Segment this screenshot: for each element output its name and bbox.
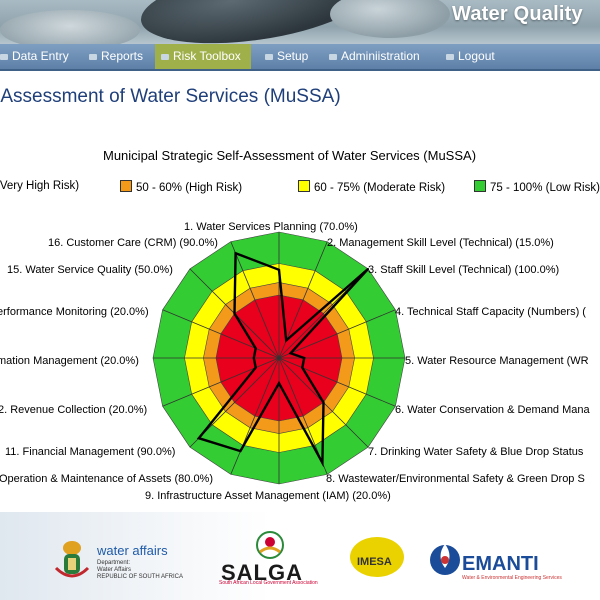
score-point-16: [234, 252, 237, 255]
nav-bullet-icon: [161, 53, 169, 60]
axis-label-15: 15. Water Service Quality (50.0%): [7, 264, 173, 276]
axis-spoke: [278, 309, 396, 359]
banner-image: [0, 10, 140, 44]
header-banner: Water Quality: [0, 0, 600, 44]
emanti-subtext: Water & Environmental Engineering Servic…: [462, 575, 562, 581]
score-point-4: [289, 352, 292, 355]
axis-label-4: 4. Technical Staff Capacity (Numbers) (: [395, 306, 586, 318]
water-affairs-subtext: REPUBLIC OF SOUTH AFRICA: [97, 574, 184, 580]
legend-swatch: [120, 180, 132, 192]
axis-spoke: [230, 241, 280, 359]
legend-high-risk: 50 - 60% (High Risk): [120, 180, 242, 194]
nav-bullet-icon: [89, 53, 97, 60]
axis-spoke: [278, 357, 369, 448]
score-point-8: [321, 461, 324, 464]
axis-spoke: [189, 268, 280, 359]
axis-label-16: 16. Customer Care (CRM) (90.0%): [48, 237, 218, 249]
axis-label-5: 5. Water Resource Management (WR: [405, 355, 589, 367]
score-point-11: [197, 437, 200, 440]
water-affairs-subtext: Water Affairs: [97, 567, 132, 573]
axis-label-9: 9. Infrastructure Asset Management (IAM)…: [145, 490, 391, 502]
main-nav: Data Entry Reports Risk Toolbox Setup Ad…: [0, 44, 600, 71]
axis-spoke: [278, 357, 396, 407]
score-point-15: [233, 312, 236, 315]
page-title: -Assessment of Water Services (MuSSA): [0, 86, 341, 107]
score-point-9: [278, 382, 280, 385]
axis-spoke: [162, 309, 280, 359]
coat-of-arms-logo: [54, 541, 90, 578]
axis-spoke: [189, 357, 280, 448]
legend-low-risk: 75 - 100% (Low Risk): [474, 180, 600, 194]
axis-spoke: [278, 241, 328, 359]
axis-label-1: 1. Water Services Planning (70.0%): [184, 221, 358, 233]
emanti-emblem-icon: [430, 544, 460, 575]
axis-spoke: [278, 268, 369, 359]
score-point-1: [278, 268, 280, 271]
emanti-logo: EMANTI: [462, 553, 539, 575]
nav-logout[interactable]: Logout: [446, 44, 495, 69]
legend-swatch: [298, 180, 310, 192]
legend-moderate-risk: 60 - 75% (Moderate Risk): [298, 180, 445, 194]
nav-bullet-icon: [265, 53, 273, 60]
axis-label-11: 11. Financial Management (90.0%): [5, 446, 176, 458]
axis-label-6: 6. Water Conservation & Demand Mana: [395, 404, 590, 416]
score-point-14: [254, 347, 257, 350]
chart-title: Municipal Strategic Self-Assessment of W…: [103, 148, 477, 163]
score-point-5: [303, 357, 306, 359]
nav-administration[interactable]: Adminiistration: [329, 44, 420, 69]
axis-label-3: 3. Staff Skill Level (Technical) (100.0%…: [368, 264, 560, 276]
axis-label-14: erformance Monitoring (20.0%): [0, 306, 149, 318]
axis-spoke: [278, 357, 328, 475]
nav-bullet-icon: [329, 53, 337, 60]
imesa-logo: IMESA: [357, 556, 392, 568]
salga-subtext: South African Local Government Associati…: [219, 580, 318, 586]
nav-risk-toolbox[interactable]: Risk Toolbox: [155, 44, 251, 69]
nav-bullet-icon: [0, 53, 8, 60]
score-point-13: [252, 357, 255, 359]
legend-very-high-risk: (Very High Risk): [0, 180, 80, 192]
banner-image: [330, 0, 450, 38]
salga-emblem-icon: [256, 531, 284, 559]
axis-label-8: 8. Wastewater/Environmental Safety & Gre…: [326, 473, 585, 485]
score-point-2: [285, 339, 288, 342]
app-title: Water Quality: [452, 3, 583, 25]
axis-spoke: [230, 357, 280, 475]
risk-band-50: [215, 294, 343, 422]
score-point-12: [254, 366, 257, 369]
axis-label-10: Operation & Maintenance of Assets (80.0%…: [0, 473, 214, 485]
nav-data-entry[interactable]: Data Entry: [0, 44, 69, 69]
nav-reports[interactable]: Reports: [89, 44, 143, 69]
water-affairs-subtext: Department:: [97, 560, 131, 566]
axis-spoke: [162, 357, 280, 407]
risk-band-75: [184, 263, 374, 453]
legend-swatch: [474, 180, 486, 192]
axis-label-13: mation Management (20.0%): [0, 355, 139, 367]
score-point-10: [239, 450, 242, 453]
axis-label-2: 2. Management Skill Level (Technical) (1…: [327, 237, 554, 249]
salga-logo: SALGA: [221, 560, 303, 585]
footer: [0, 512, 600, 600]
score-point-7: [322, 401, 325, 404]
nav-setup[interactable]: Setup: [265, 44, 308, 69]
risk-band-60: [203, 282, 355, 434]
water-affairs-logo: water affairs: [97, 543, 168, 558]
nav-bullet-icon: [446, 53, 454, 60]
axis-label-12: 2. Revenue Collection (20.0%): [0, 404, 148, 416]
score-point-6: [301, 366, 304, 369]
imesa-logo-icon: [350, 537, 404, 577]
score-series-line: [196, 251, 369, 468]
axis-label-7: 7. Drinking Water Safety & Blue Drop Sta…: [368, 446, 584, 458]
